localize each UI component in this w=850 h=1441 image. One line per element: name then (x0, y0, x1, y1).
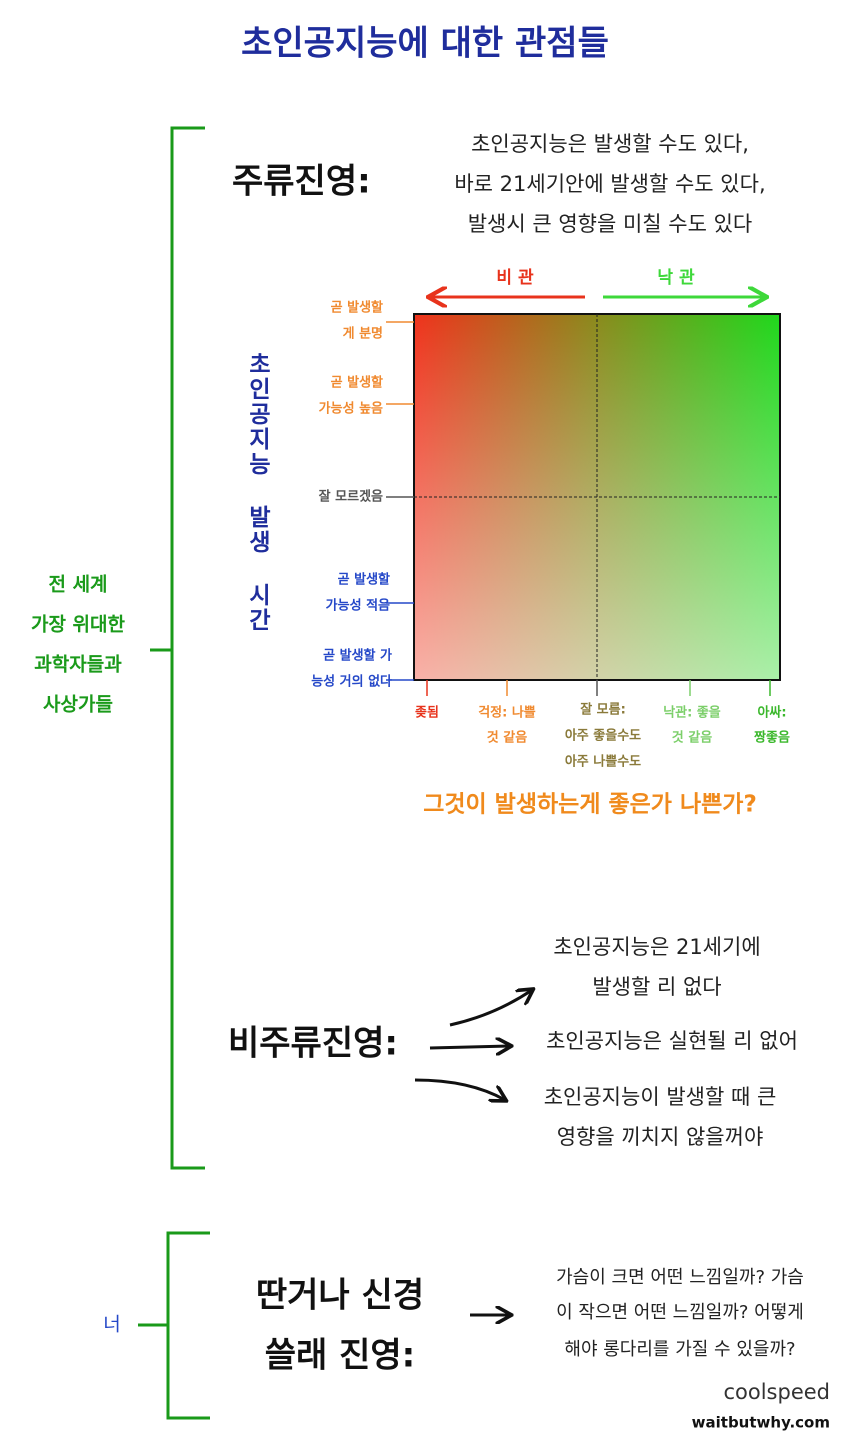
title: 초인공지능에 대한 관점들 (241, 24, 609, 64)
x-label: 아주 좋을수도 (565, 728, 641, 744)
you-label: 너 (103, 1314, 120, 1336)
item-line: 발생할 리 없다 (592, 975, 721, 999)
arrow (429, 1046, 510, 1048)
arrow (449, 990, 532, 1027)
non-mainstream-label: 비주류진영: (228, 1024, 398, 1064)
group-line: 사상가들 (43, 694, 113, 716)
optimism-label: 낙 관 (657, 268, 695, 288)
x-label: 낙관: 좋을 (663, 705, 721, 721)
x-axis-title: 그것이 발생하는게 좋은가 나쁜가? (423, 792, 757, 818)
y-label: 게 분명 (343, 326, 383, 342)
group-line: 전 세계 (48, 574, 107, 596)
x-label: 걱정: 나쁠 (478, 705, 536, 721)
y-label: 곧 발생할 (331, 375, 383, 391)
y-label: 곧 발생할 (331, 300, 383, 316)
item-line: 초인공지능은 21세기에 (553, 935, 760, 959)
bracket (150, 126, 205, 1170)
mainstream-label: 주류진영: (232, 162, 371, 202)
item-line: 영향을 끼치지 않을꺼야 (557, 1125, 764, 1149)
y-label: 능성 거의 없다 (311, 674, 392, 690)
x-label: 아싸: (757, 705, 786, 721)
arrow (414, 1078, 505, 1100)
y-label: 곧 발생할 (338, 572, 390, 588)
y-label: 가능성 높음 (319, 401, 383, 417)
y-label: 곧 발생할 가 (323, 648, 392, 664)
x-label: 좆됨 (415, 706, 439, 721)
thought-line: 이 작으면 어떤 느낌일까? 어떻게 (556, 1302, 804, 1323)
mainstream-desc: 발생시 큰 영향을 미칠 수도 있다 (468, 212, 753, 236)
item-line: 초인공지능은 실현될 리 없어 (546, 1029, 798, 1053)
group-line: 과학자들과 (34, 654, 122, 676)
y-label: 잘 모르겠음 (319, 489, 383, 505)
you-camp: 쓸래 진영: (265, 1336, 416, 1376)
mainstream-desc: 바로 21세기안에 발생할 수도 있다, (454, 172, 765, 196)
x-label: 것 같음 (487, 730, 527, 746)
x-label: 아주 나쁠수도 (565, 754, 641, 770)
bracket (138, 1231, 210, 1420)
x-label: 짱좋음 (754, 730, 790, 746)
group-line: 가장 위대한 (31, 614, 126, 636)
source: waitbutwhy.com (692, 1414, 830, 1432)
thought-line: 해야 롱다리를 가질 수 있을까? (564, 1339, 795, 1360)
translator: coolspeed (723, 1380, 830, 1404)
item-line: 초인공지능이 발생할 때 큰 (544, 1085, 777, 1109)
mainstream-desc: 초인공지능은 발생할 수도 있다, (471, 132, 749, 156)
x-label: 잘 모름: (580, 703, 626, 718)
pessimism-label: 비 관 (496, 268, 534, 288)
y-label: 가능성 적음 (326, 598, 390, 614)
thought-line: 가슴이 크면 어떤 느낌일까? 가슴 (556, 1267, 804, 1288)
x-label: 것 같음 (672, 730, 712, 746)
y-axis-label: 초인공지능 발생 시간 (244, 352, 270, 633)
you-camp: 딴거나 신경 (256, 1276, 424, 1316)
